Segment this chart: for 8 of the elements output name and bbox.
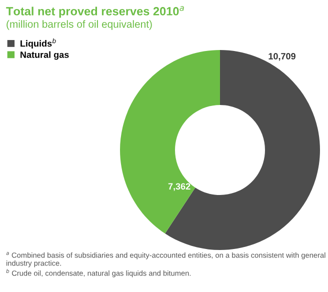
chart-title: Total net proved reserves 2010$^{a}$ <box>6 6 184 18</box>
data-label: 10,709 <box>268 53 296 61</box>
legend-label: Natural gas <box>20 51 69 60</box>
chart-subtitle: (million barrels of oil equivalent) <box>6 20 152 30</box>
data-label: 7,362 <box>168 183 190 191</box>
donut-slice <box>120 50 220 234</box>
legend-label: Liquids$^{b}$ <box>20 38 56 48</box>
donut-slice <box>165 50 320 250</box>
